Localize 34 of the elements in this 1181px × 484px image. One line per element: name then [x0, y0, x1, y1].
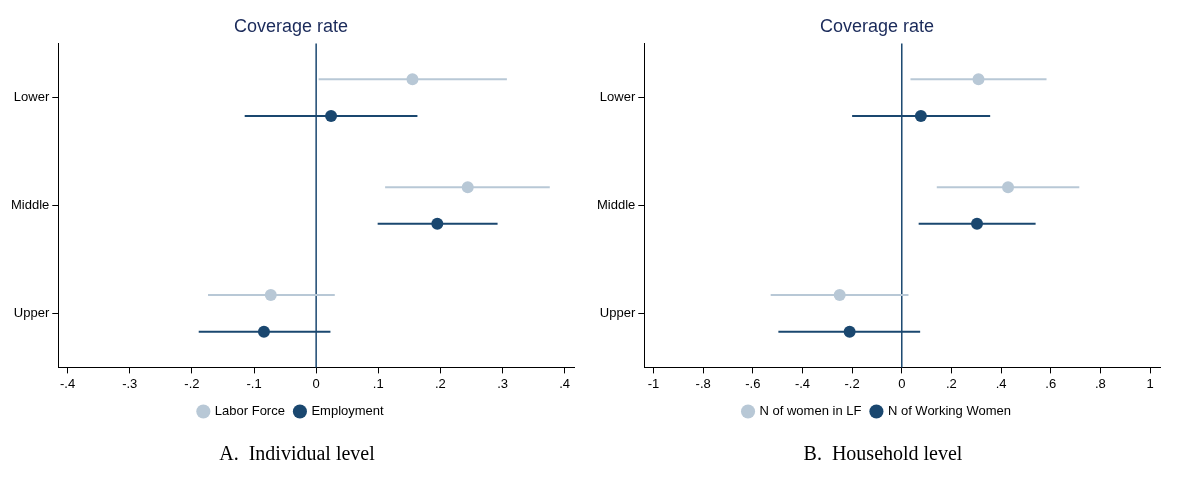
x-tick-label: -.2	[844, 375, 860, 391]
x-tick-label: 0	[312, 375, 320, 391]
x-tick-label: .4	[559, 375, 571, 391]
legend-label: Employment	[311, 403, 385, 419]
x-tick-label: -.3	[122, 375, 138, 391]
y-tick-label: Lower	[599, 89, 636, 105]
y-tick-label: Middle	[11, 197, 50, 213]
legend-label: Labor Force	[214, 403, 285, 419]
text: B. Household level	[802, 442, 964, 465]
y-tick-label: Upper	[13, 305, 50, 321]
x-tick-label: -.8	[695, 375, 711, 391]
x-tick-label: -.1	[246, 375, 262, 391]
x-tick-label: .4	[995, 375, 1007, 391]
y-tick-label: Middle	[597, 197, 636, 213]
x-tick-label: -.4	[60, 375, 76, 391]
x-tick-label: -1	[647, 375, 660, 391]
legend-label: N of Working Women	[887, 403, 1011, 419]
legend-label: N of women in LF	[759, 403, 862, 419]
x-tick-label: -.6	[745, 375, 761, 391]
x-tick-label: .8	[1094, 375, 1106, 391]
x-tick-label: -.4	[794, 375, 811, 391]
x-tick-label: .6	[1045, 375, 1057, 391]
x-tick-label: 0	[898, 375, 906, 391]
x-tick-label: .1	[372, 375, 384, 391]
x-tick-label: .2	[946, 375, 957, 391]
x-tick-label: .3	[497, 375, 508, 391]
y-tick-label: Upper	[599, 305, 636, 321]
y-tick-label: Lower	[13, 89, 50, 105]
x-tick-label: -.2	[184, 375, 200, 391]
x-tick-label: .2	[434, 375, 446, 391]
chart-title: Coverage rate	[819, 15, 935, 36]
chart-title: Coverage rate	[233, 15, 349, 36]
text: A. Individual level	[218, 442, 376, 465]
x-tick-label: 1	[1146, 375, 1154, 391]
